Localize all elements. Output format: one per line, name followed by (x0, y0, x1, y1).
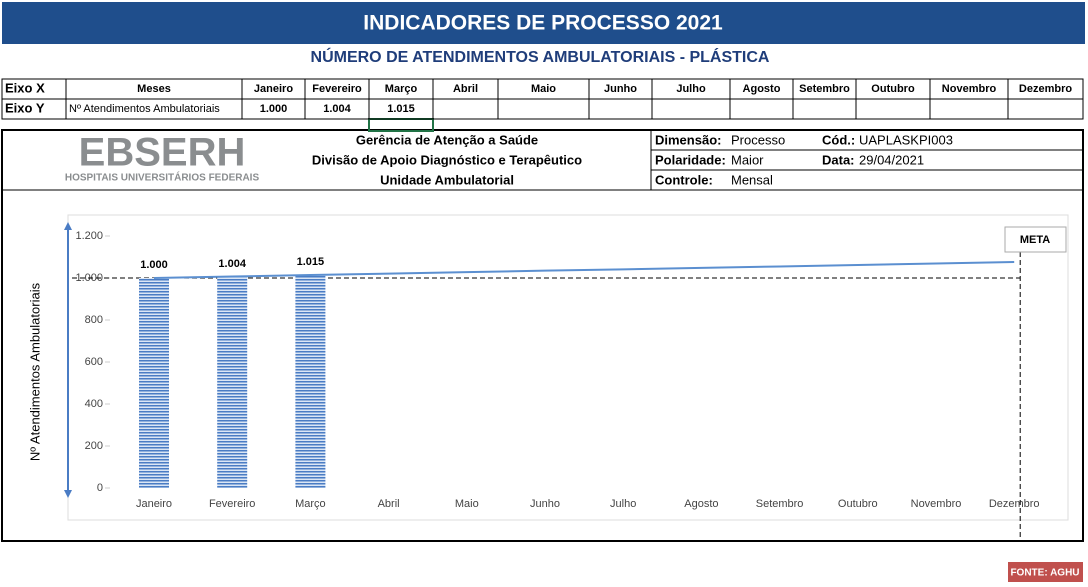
y-tick-label: 200 (85, 440, 103, 452)
bar (295, 274, 326, 488)
x-tick-label: Novembro (911, 498, 962, 510)
table-text: Junho (604, 83, 637, 95)
table-cell (588, 98, 653, 120)
value-label: 1.004 (218, 258, 246, 270)
bar (139, 278, 169, 488)
x-tick-label: Janeiro (136, 498, 172, 510)
table-text: Eixo Y (5, 100, 45, 115)
org-line: Divisão de Apoio Diagnóstico e Terapêuti… (312, 152, 582, 167)
field-value: Mensal (731, 172, 773, 187)
table-text: 1.000 (260, 103, 288, 115)
trend-line (153, 261, 1015, 279)
field-label: Controle: (655, 172, 713, 187)
logo-subtitle: HOSPITAIS UNIVERSITÁRIOS FEDERAIS (65, 171, 260, 184)
table-text: Fevereiro (312, 83, 362, 95)
x-tick-label: Março (295, 498, 326, 510)
field-value: Maior (731, 152, 764, 167)
source-box (1008, 562, 1083, 582)
value-label: 1.015 (297, 256, 325, 268)
table-text: Maio (531, 83, 556, 95)
y-tick-label: 0 (97, 482, 103, 494)
meta-box (1004, 226, 1067, 253)
table-cell (792, 98, 857, 120)
x-tick-label: Maio (455, 498, 479, 510)
field-value: Processo (731, 132, 785, 147)
value-label: 1.000 (140, 259, 168, 271)
field-value: 29/04/2021 (859, 152, 924, 167)
field-label: Polaridade: (655, 152, 726, 167)
table-text: Março (385, 83, 418, 95)
table-text: Setembro (799, 83, 850, 95)
table-text: Julho (676, 83, 706, 95)
y-tick-label: 400 (85, 398, 103, 410)
x-tick-label: Setembro (756, 498, 804, 510)
table-cell (651, 98, 731, 120)
table-text: Meses (137, 83, 171, 95)
table-cell (432, 98, 499, 120)
x-tick-label: Julho (610, 498, 636, 510)
y-tick-label: 600 (85, 356, 103, 368)
y-tick-label: 800 (85, 314, 103, 326)
y-tick-label: 1.200 (75, 230, 103, 242)
title: INDICADORES DE PROCESSO 2021 (363, 12, 723, 35)
field-label: Cód.: (822, 132, 855, 147)
table-text: Outubro (871, 83, 915, 95)
x-tick-label: Dezembro (989, 498, 1040, 510)
table-cell (855, 98, 931, 120)
source: FONTE: AGHU (1010, 568, 1079, 579)
x-tick-label: Outubro (838, 498, 878, 510)
table-cell (729, 98, 794, 120)
subtitle: NÚMERO DE ATENDIMENTOS AMBULATORIAIS - P… (311, 47, 770, 66)
table-text: Novembro (942, 83, 997, 95)
field-value: UAPLASKPI003 (859, 132, 953, 147)
meta-label: META (1020, 234, 1050, 246)
table-text: 1.015 (387, 103, 415, 115)
title-bar (2, 2, 1085, 44)
table-text: Eixo X (5, 80, 45, 95)
org-line: Unidade Ambulatorial (380, 172, 514, 187)
x-tick-label: Junho (530, 498, 560, 510)
table-cell (1007, 98, 1084, 120)
field-label: Dimensão: (655, 132, 721, 147)
y-axis-label: Nº Atendimentos Ambulatoriais (27, 282, 42, 461)
logo: EBSERH (79, 131, 246, 175)
panel (1, 129, 1084, 542)
x-tick-label: Abril (378, 498, 400, 510)
table-text: Dezembro (1019, 83, 1072, 95)
table-text: Nº Atendimentos Ambulatoriais (69, 103, 220, 115)
x-tick-label: Fevereiro (209, 498, 255, 510)
table-text: Abril (453, 83, 478, 95)
x-tick-label: Agosto (684, 498, 718, 510)
field-label: Data: (822, 152, 855, 167)
bar (217, 277, 248, 488)
org-line: Gerência de Atenção a Saúde (356, 132, 538, 147)
table-cell (497, 98, 590, 120)
table-text: 1.004 (323, 103, 351, 115)
table-cell (929, 98, 1009, 120)
table-text: Janeiro (254, 83, 293, 95)
table-text: Agosto (743, 83, 781, 95)
